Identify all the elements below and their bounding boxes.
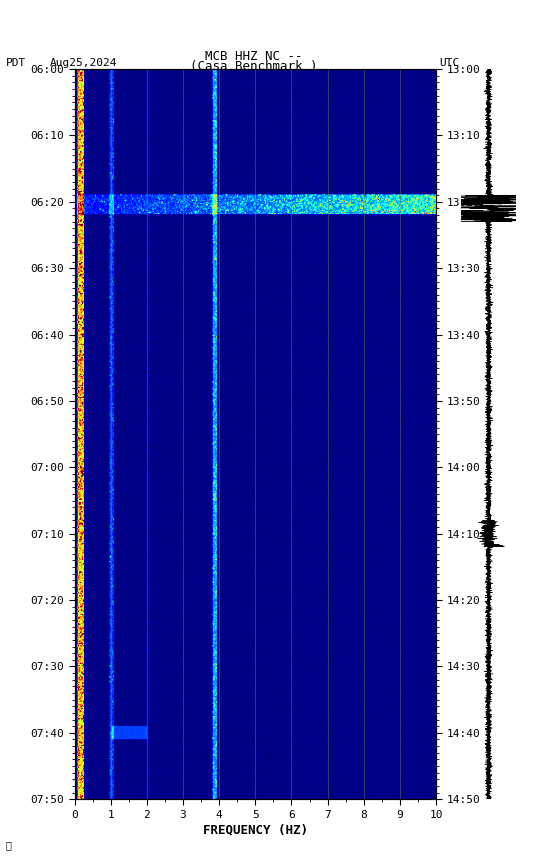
Text: MCB HHZ NC --: MCB HHZ NC --: [205, 49, 302, 63]
Text: UTC: UTC: [439, 58, 459, 68]
X-axis label: FREQUENCY (HZ): FREQUENCY (HZ): [203, 823, 308, 836]
Text: (Casa Benchmark ): (Casa Benchmark ): [190, 60, 317, 73]
Text: ℬ: ℬ: [6, 841, 12, 850]
Text: Aug25,2024: Aug25,2024: [50, 58, 117, 68]
Text: PDT: PDT: [6, 58, 26, 68]
